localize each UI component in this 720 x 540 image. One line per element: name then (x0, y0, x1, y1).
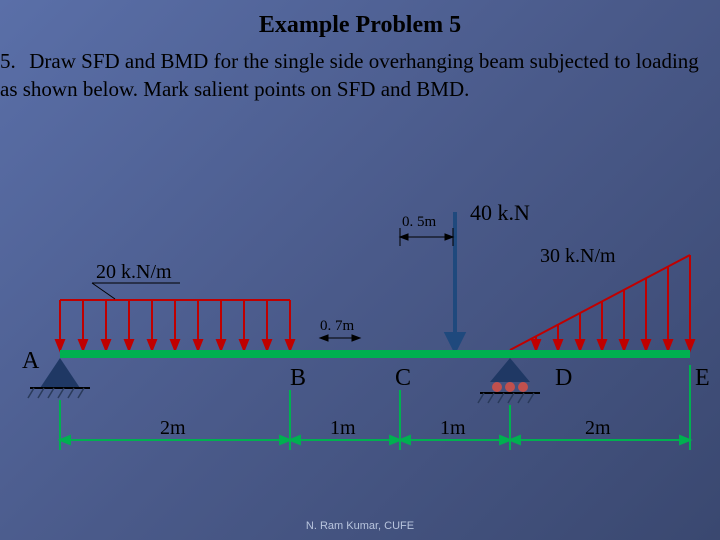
footer-credit: N. Ram Kumar, CUFE (0, 520, 720, 532)
point-load-arrow (447, 212, 463, 350)
bracket-07m-label: 0. 7m (320, 318, 355, 334)
support-d (478, 358, 540, 403)
dim-3: 1m (440, 417, 466, 439)
point-offset-label: 0. 5m (402, 214, 437, 230)
udl-left-label: 20 k.N/m (96, 261, 172, 283)
point-b: B (290, 365, 306, 391)
problem-number: 5. (0, 47, 24, 75)
dim-2: 1m (330, 417, 356, 439)
beam (60, 350, 690, 358)
problem-body: Draw SFD and BMD for the single side ove… (0, 49, 699, 101)
point-a: A (22, 348, 40, 374)
udl-right-arrows (510, 255, 694, 350)
dim-1: 2m (160, 417, 186, 439)
point-d: D (555, 365, 572, 391)
point-c: C (395, 365, 411, 391)
dim-4: 2m (585, 417, 611, 439)
point-offset-dim (400, 228, 453, 246)
problem-statement: 5. Draw SFD and BMD for the single side … (0, 39, 720, 104)
point-load-label: 40 k.N (470, 200, 530, 225)
udl-right-label: 30 k.N/m (540, 245, 616, 267)
page-title: Example Problem 5 (0, 0, 720, 39)
udl-left-arrows (56, 300, 294, 350)
beam-diagram: 20 k.N/m 30 k.N/m 40 k.N 0. 5m 0. 7m (0, 190, 720, 510)
point-e: E (695, 365, 710, 391)
